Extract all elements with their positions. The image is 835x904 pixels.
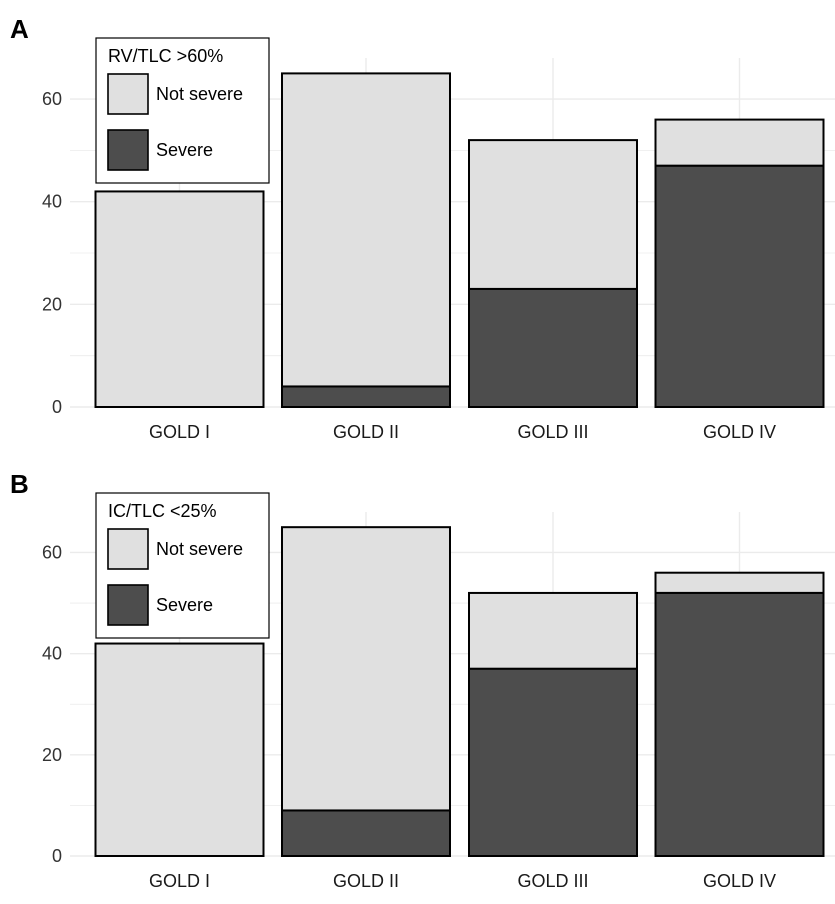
y-tick-label: 0 <box>52 397 62 417</box>
legend: IC/TLC <25% Not severe Severe <box>95 492 270 639</box>
panel-label: A <box>10 14 29 44</box>
bar-not-severe <box>468 139 638 290</box>
bar-severe <box>281 809 451 857</box>
bar-severe <box>468 667 638 858</box>
legend-key-severe <box>107 584 149 626</box>
bar-not-severe <box>654 118 825 167</box>
legend: RV/TLC >60% Not severe Severe <box>95 37 270 184</box>
chart-panel-a: 0 20 40 60 GOLD I GOLD II GOLD III GOLD IV A RV/T… <box>10 14 835 442</box>
legend-label: Severe <box>156 595 213 615</box>
bar-severe <box>468 287 638 408</box>
bar-not-severe <box>281 72 451 388</box>
panel-label: B <box>10 469 29 499</box>
bar-not-severe <box>281 526 451 812</box>
x-tick-label: GOLD III <box>517 422 588 442</box>
bar-not-severe <box>468 591 638 670</box>
legend-label: Not severe <box>156 84 243 104</box>
x-tick-label: GOLD II <box>333 422 399 442</box>
y-tick-label: 20 <box>42 294 62 314</box>
x-tick-label: GOLD I <box>149 871 210 891</box>
legend-title: IC/TLC <25% <box>108 501 217 521</box>
x-tick-label: GOLD I <box>149 422 210 442</box>
legend-label: Severe <box>156 140 213 160</box>
x-tick-label: GOLD III <box>517 871 588 891</box>
legend-label: Not severe <box>156 539 243 559</box>
bar-not-severe <box>94 642 265 857</box>
y-tick-label: 40 <box>42 644 62 664</box>
bar-severe <box>654 591 825 857</box>
y-tick-label: 60 <box>42 89 62 109</box>
x-tick-label: GOLD II <box>333 871 399 891</box>
y-tick-label: 20 <box>42 745 62 765</box>
legend-key-not-severe <box>107 528 149 570</box>
bar-severe <box>281 385 451 408</box>
x-tick-label: GOLD IV <box>703 871 776 891</box>
x-tick-label: GOLD IV <box>703 422 776 442</box>
legend-key-severe <box>107 129 149 171</box>
chart-panel-b: 0 20 40 60 GOLD I GOLD II GOLD III GOLD IV B IC/T… <box>10 469 835 891</box>
legend-key-not-severe <box>107 73 149 115</box>
legend-title: RV/TLC >60% <box>108 46 223 66</box>
y-tick-label: 40 <box>42 192 62 212</box>
y-tick-label: 60 <box>42 542 62 562</box>
bar-not-severe <box>654 571 825 594</box>
y-tick-label: 0 <box>52 846 62 866</box>
bar-severe <box>654 164 825 408</box>
bar-not-severe <box>94 190 265 408</box>
